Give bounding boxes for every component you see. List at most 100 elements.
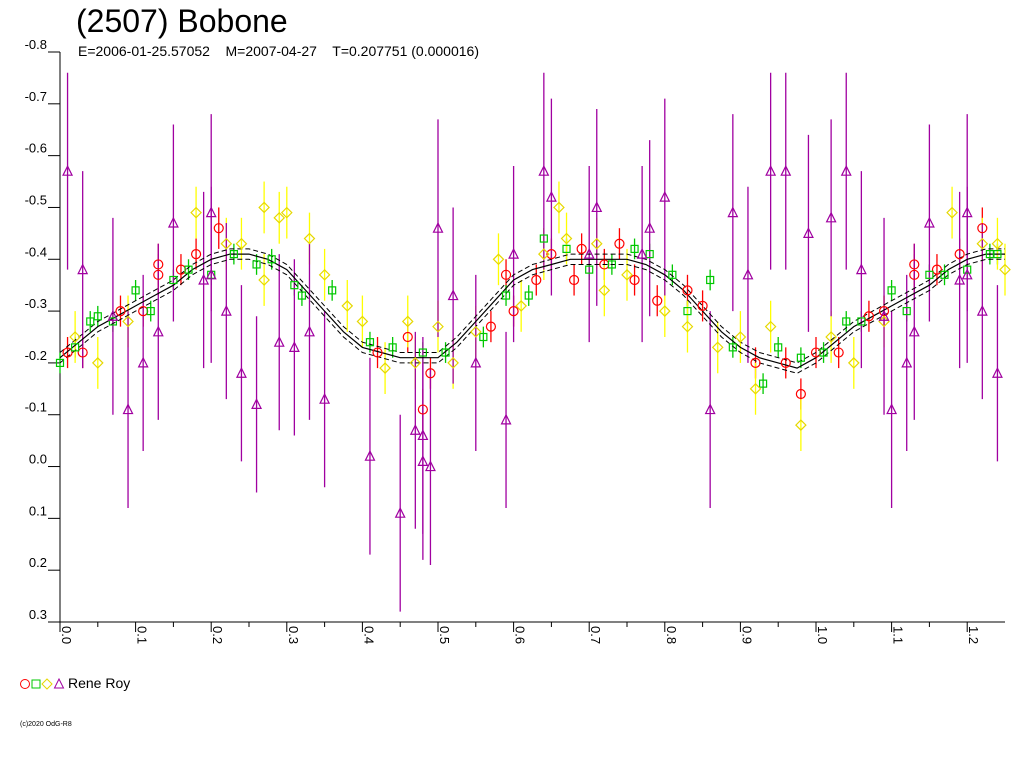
data-point-triangle: [205, 268, 217, 280]
data-point-square: [993, 249, 1002, 259]
data-point-triangle: [235, 366, 247, 378]
data-point-square: [388, 343, 397, 352]
data-point-diamond: [401, 315, 414, 328]
data-point-circle: [863, 311, 875, 322]
legend-purple-triangle-icon: [53, 677, 65, 689]
data-point-triangle: [470, 356, 482, 368]
data-point-circle: [652, 295, 663, 306]
data-point-diamond: [749, 382, 762, 395]
chart-title: (2507) Bobone: [76, 3, 288, 39]
data-point-circle: [417, 404, 428, 415]
y-tick-label: -0.2: [25, 348, 47, 363]
data-point-square: [328, 286, 337, 295]
y-tick-label: -0.1: [25, 400, 47, 415]
y-tick-label: 0.3: [29, 607, 47, 622]
data-point-triangle: [954, 273, 966, 285]
data-point-triangle: [107, 309, 119, 321]
data-point-triangle: [538, 164, 550, 176]
data-point-triangle: [508, 247, 520, 259]
y-tick-label: -0.7: [25, 89, 47, 104]
data-point-triangle: [961, 268, 973, 280]
data-point-circle: [682, 285, 693, 296]
data-point-diamond: [764, 320, 777, 333]
data-point-diamond: [590, 237, 603, 250]
data-point-triangle: [122, 403, 134, 415]
data-point-diamond: [69, 331, 81, 343]
data-point-diamond: [825, 331, 837, 343]
x-tick-label: 0.2: [210, 626, 225, 644]
data-point-diamond: [734, 331, 747, 343]
data-point-square: [267, 255, 276, 264]
data-point-triangle: [659, 190, 671, 202]
data-point-circle: [546, 248, 557, 260]
data-point-square: [758, 379, 768, 388]
legend-observer-name: Rene Roy: [68, 675, 131, 691]
data-point-circle: [77, 347, 88, 358]
data-point-triangle: [137, 356, 149, 368]
data-point-circle: [878, 305, 890, 317]
data-point-diamond: [318, 268, 331, 281]
data-point-square: [706, 275, 715, 285]
data-point-triangle: [273, 335, 285, 347]
data-point-triangle: [409, 423, 421, 435]
data-point-triangle: [855, 263, 867, 275]
data-point-square: [290, 281, 299, 290]
data-point-triangle: [198, 273, 210, 285]
data-point-triangle: [742, 268, 754, 280]
data-point-square: [169, 275, 178, 285]
data-point-circle: [508, 305, 519, 317]
y-tick-label: -0.3: [25, 296, 47, 311]
data-point-diamond: [409, 357, 422, 369]
data-point-triangle: [704, 403, 716, 415]
data-point-triangle: [583, 247, 595, 259]
data-point-square: [925, 270, 934, 279]
data-point-triangle: [251, 398, 263, 409]
data-point-triangle: [152, 325, 164, 337]
data-point-square: [842, 317, 851, 326]
data-point-square: [184, 265, 193, 274]
data-point-triangle: [840, 164, 852, 176]
data-point-triangle: [500, 413, 512, 425]
data-point-circle: [500, 269, 512, 280]
data-point-square: [501, 291, 511, 300]
y-tick-label: 0.1: [29, 503, 47, 518]
y-tick-label: -0.4: [25, 244, 47, 259]
data-point-circle: [213, 223, 224, 234]
data-point-circle: [750, 357, 761, 369]
axes: -0.8 -0.7 -0.6 -0.5 -0.4 -0.3 -0.2 -0.1 0.0 0.1 0.…: [25, 37, 1005, 644]
fit-curve-lower-envelope: [59, 258, 1005, 374]
data-point-diamond: [469, 325, 482, 338]
data-point-square: [418, 348, 427, 357]
data-point-triangle: [878, 309, 890, 321]
data-point-square: [55, 358, 65, 368]
data-point-triangle: [991, 366, 1003, 378]
data-point-square: [857, 317, 866, 326]
data-point-circle: [954, 248, 965, 260]
data-point-triangle: [417, 455, 429, 466]
data-point-circle: [62, 347, 73, 358]
data-point-circle: [531, 274, 542, 286]
data-point-diamond: [235, 237, 248, 250]
x-tick-label: 1.1: [891, 626, 906, 644]
data-point-diamond: [356, 315, 369, 328]
data-point-circle: [977, 223, 988, 234]
data-point-square: [539, 234, 548, 243]
data-point-diamond: [537, 248, 550, 260]
data-point-triangle: [780, 164, 792, 176]
data-point-square: [645, 249, 654, 259]
data-point-circle: [568, 274, 580, 286]
data-point-circle: [190, 248, 202, 260]
data-point-square: [940, 270, 949, 279]
data-point-diamond: [621, 268, 633, 281]
data-point-square: [146, 306, 155, 316]
data-point-triangle: [545, 190, 557, 202]
x-tick-label: 0.3: [286, 626, 301, 644]
data-point-triangle: [319, 392, 331, 404]
data-point-triangle: [424, 460, 436, 472]
error-bars: [59, 72, 1006, 612]
data-point-diamond: [976, 237, 989, 250]
data-point-triangle: [447, 289, 459, 301]
data-point-square: [252, 260, 261, 269]
data-point-triangle: [394, 506, 406, 518]
x-tick-label: 0.4: [361, 626, 376, 644]
